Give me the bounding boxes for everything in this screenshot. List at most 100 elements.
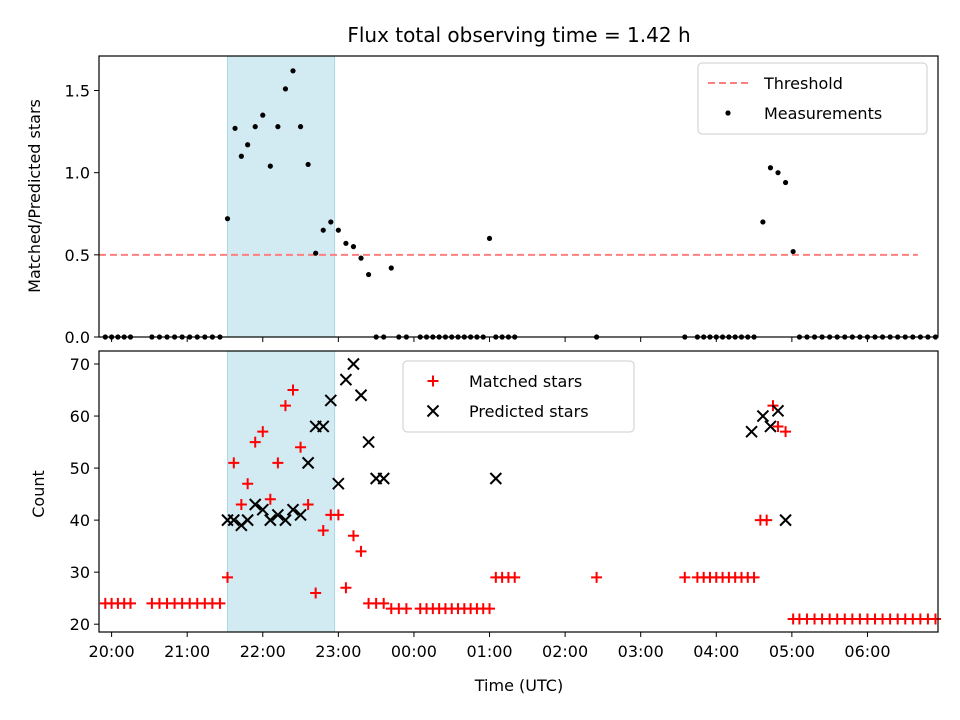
measurement-point — [350, 244, 357, 250]
measurement-point — [388, 265, 394, 271]
predicted-star-marker — [764, 420, 777, 433]
predicted-star-marker — [347, 357, 360, 371]
matched-star-marker — [332, 509, 344, 521]
matched-star-marker — [929, 613, 941, 625]
legend-box — [402, 360, 635, 433]
x-tick-label: 03:00 — [618, 642, 664, 661]
predicted-star-marker — [294, 508, 307, 522]
measurement-point — [328, 219, 334, 225]
y-tick-label: 1.0 — [65, 164, 90, 183]
y-tick-label: 0.0 — [65, 328, 90, 347]
x-tick-label: 06:00 — [844, 642, 890, 661]
x-tick-label: 01:00 — [466, 642, 512, 661]
matched-star-marker — [310, 587, 322, 599]
top-axes-frame — [98, 55, 939, 338]
matched-star-marker — [264, 493, 276, 505]
y-tick-label: 1.5 — [65, 82, 90, 101]
predicted-star-marker — [249, 498, 262, 511]
y-tick-label: 0.5 — [65, 246, 90, 265]
predicted-star-marker — [354, 389, 368, 402]
legend-label: Predicted stars — [469, 402, 589, 421]
measurement-point — [313, 250, 319, 256]
matched-star-marker — [257, 426, 269, 438]
measurement-point — [767, 165, 774, 171]
measurement-point — [232, 125, 238, 131]
chart-title: Flux total observing time = 1.42 h — [347, 23, 690, 47]
legend-label: Matched stars — [469, 372, 582, 391]
x-tick-label: 22:00 — [240, 642, 286, 661]
predicted-star-marker — [301, 456, 315, 470]
measurement-point — [290, 68, 296, 74]
measurement-point — [267, 163, 273, 169]
predicted-star-marker — [339, 373, 353, 386]
measurement-point — [252, 124, 258, 130]
matched-star-marker — [591, 571, 603, 583]
predicted-star-marker — [317, 420, 330, 433]
predicted-star-marker — [324, 394, 338, 407]
x-tick-label: 20:00 — [89, 642, 135, 661]
ratio-plot: 0.0 0.5 1.0 1.5 Threshold Measurements — [65, 55, 939, 347]
x-tick-label: 00:00 — [391, 642, 437, 661]
x-tick-label: 05:00 — [769, 642, 815, 661]
legend-label: Threshold — [763, 74, 843, 93]
measurement-point — [782, 179, 789, 186]
matched-star-marker — [347, 530, 359, 542]
measurement-point — [320, 227, 326, 233]
matched-star-marker — [378, 597, 390, 609]
matched-star-marker — [295, 441, 307, 453]
legend-label: Measurements — [764, 104, 882, 123]
matched-star-marker — [302, 499, 314, 511]
x-tick-label: 21:00 — [164, 642, 210, 661]
predicted-star-marker — [241, 513, 254, 527]
top-legend: Threshold Measurements — [697, 62, 928, 135]
y-tick-label: 20 — [70, 615, 90, 634]
matched-star-marker — [780, 426, 792, 438]
x-tick-label: 02:00 — [542, 642, 588, 661]
measurement-point — [358, 255, 364, 261]
predicted-star-marker — [362, 435, 375, 449]
predicted-star-marker — [279, 513, 292, 527]
measurement-point — [275, 124, 281, 130]
measurement-point — [305, 161, 311, 168]
matched-star-marker — [679, 571, 691, 583]
top-y-axis-label: Matched/Predicted stars — [25, 99, 44, 293]
legend-predicted-swatch — [426, 404, 440, 418]
matched-star-marker — [484, 603, 496, 615]
predicted-star-marker — [264, 513, 277, 527]
count-plot: 20 30 40 50 60 70 20:00 21:00 22:00 23:00 00:00 01:… — [70, 350, 941, 661]
measurement-point — [335, 227, 341, 233]
predicted-star-marker — [489, 472, 503, 485]
measurement-point — [260, 112, 266, 118]
matched-star-marker — [772, 420, 784, 432]
matched-star-marker — [235, 499, 247, 511]
matched-star-marker — [272, 457, 284, 469]
predicted-star-marker — [771, 404, 785, 418]
legend-box — [697, 62, 928, 135]
matched-star-marker — [400, 603, 412, 615]
x-tick-label: 23:00 — [315, 642, 361, 661]
x-tick-label: 04:00 — [693, 642, 739, 661]
predicted-star-marker — [779, 513, 792, 527]
predicted-star-marker — [756, 409, 770, 423]
y-tick-label: 70 — [70, 355, 90, 374]
matched-star-marker — [287, 384, 299, 396]
matched-star-marker — [279, 400, 291, 412]
predicted-star-marker — [271, 508, 285, 522]
predicted-star-marker — [227, 513, 241, 527]
matched-star-marker — [214, 597, 226, 609]
bottom-axes-frame — [98, 350, 939, 633]
matched-star-marker — [228, 457, 240, 469]
matched-star-marker — [761, 514, 773, 526]
matched-star-marker — [249, 436, 261, 448]
predicted-star-marker — [256, 503, 269, 516]
measurement-point — [297, 124, 304, 130]
matched-star-marker — [509, 571, 521, 583]
matched-star-marker — [242, 478, 254, 490]
measurement-point — [760, 219, 766, 225]
measurement-point — [343, 240, 349, 246]
legend-measurement-swatch — [725, 110, 731, 116]
measurement-point — [790, 248, 796, 255]
legend-matched-swatch — [427, 375, 439, 387]
matched-star-marker — [221, 571, 233, 583]
